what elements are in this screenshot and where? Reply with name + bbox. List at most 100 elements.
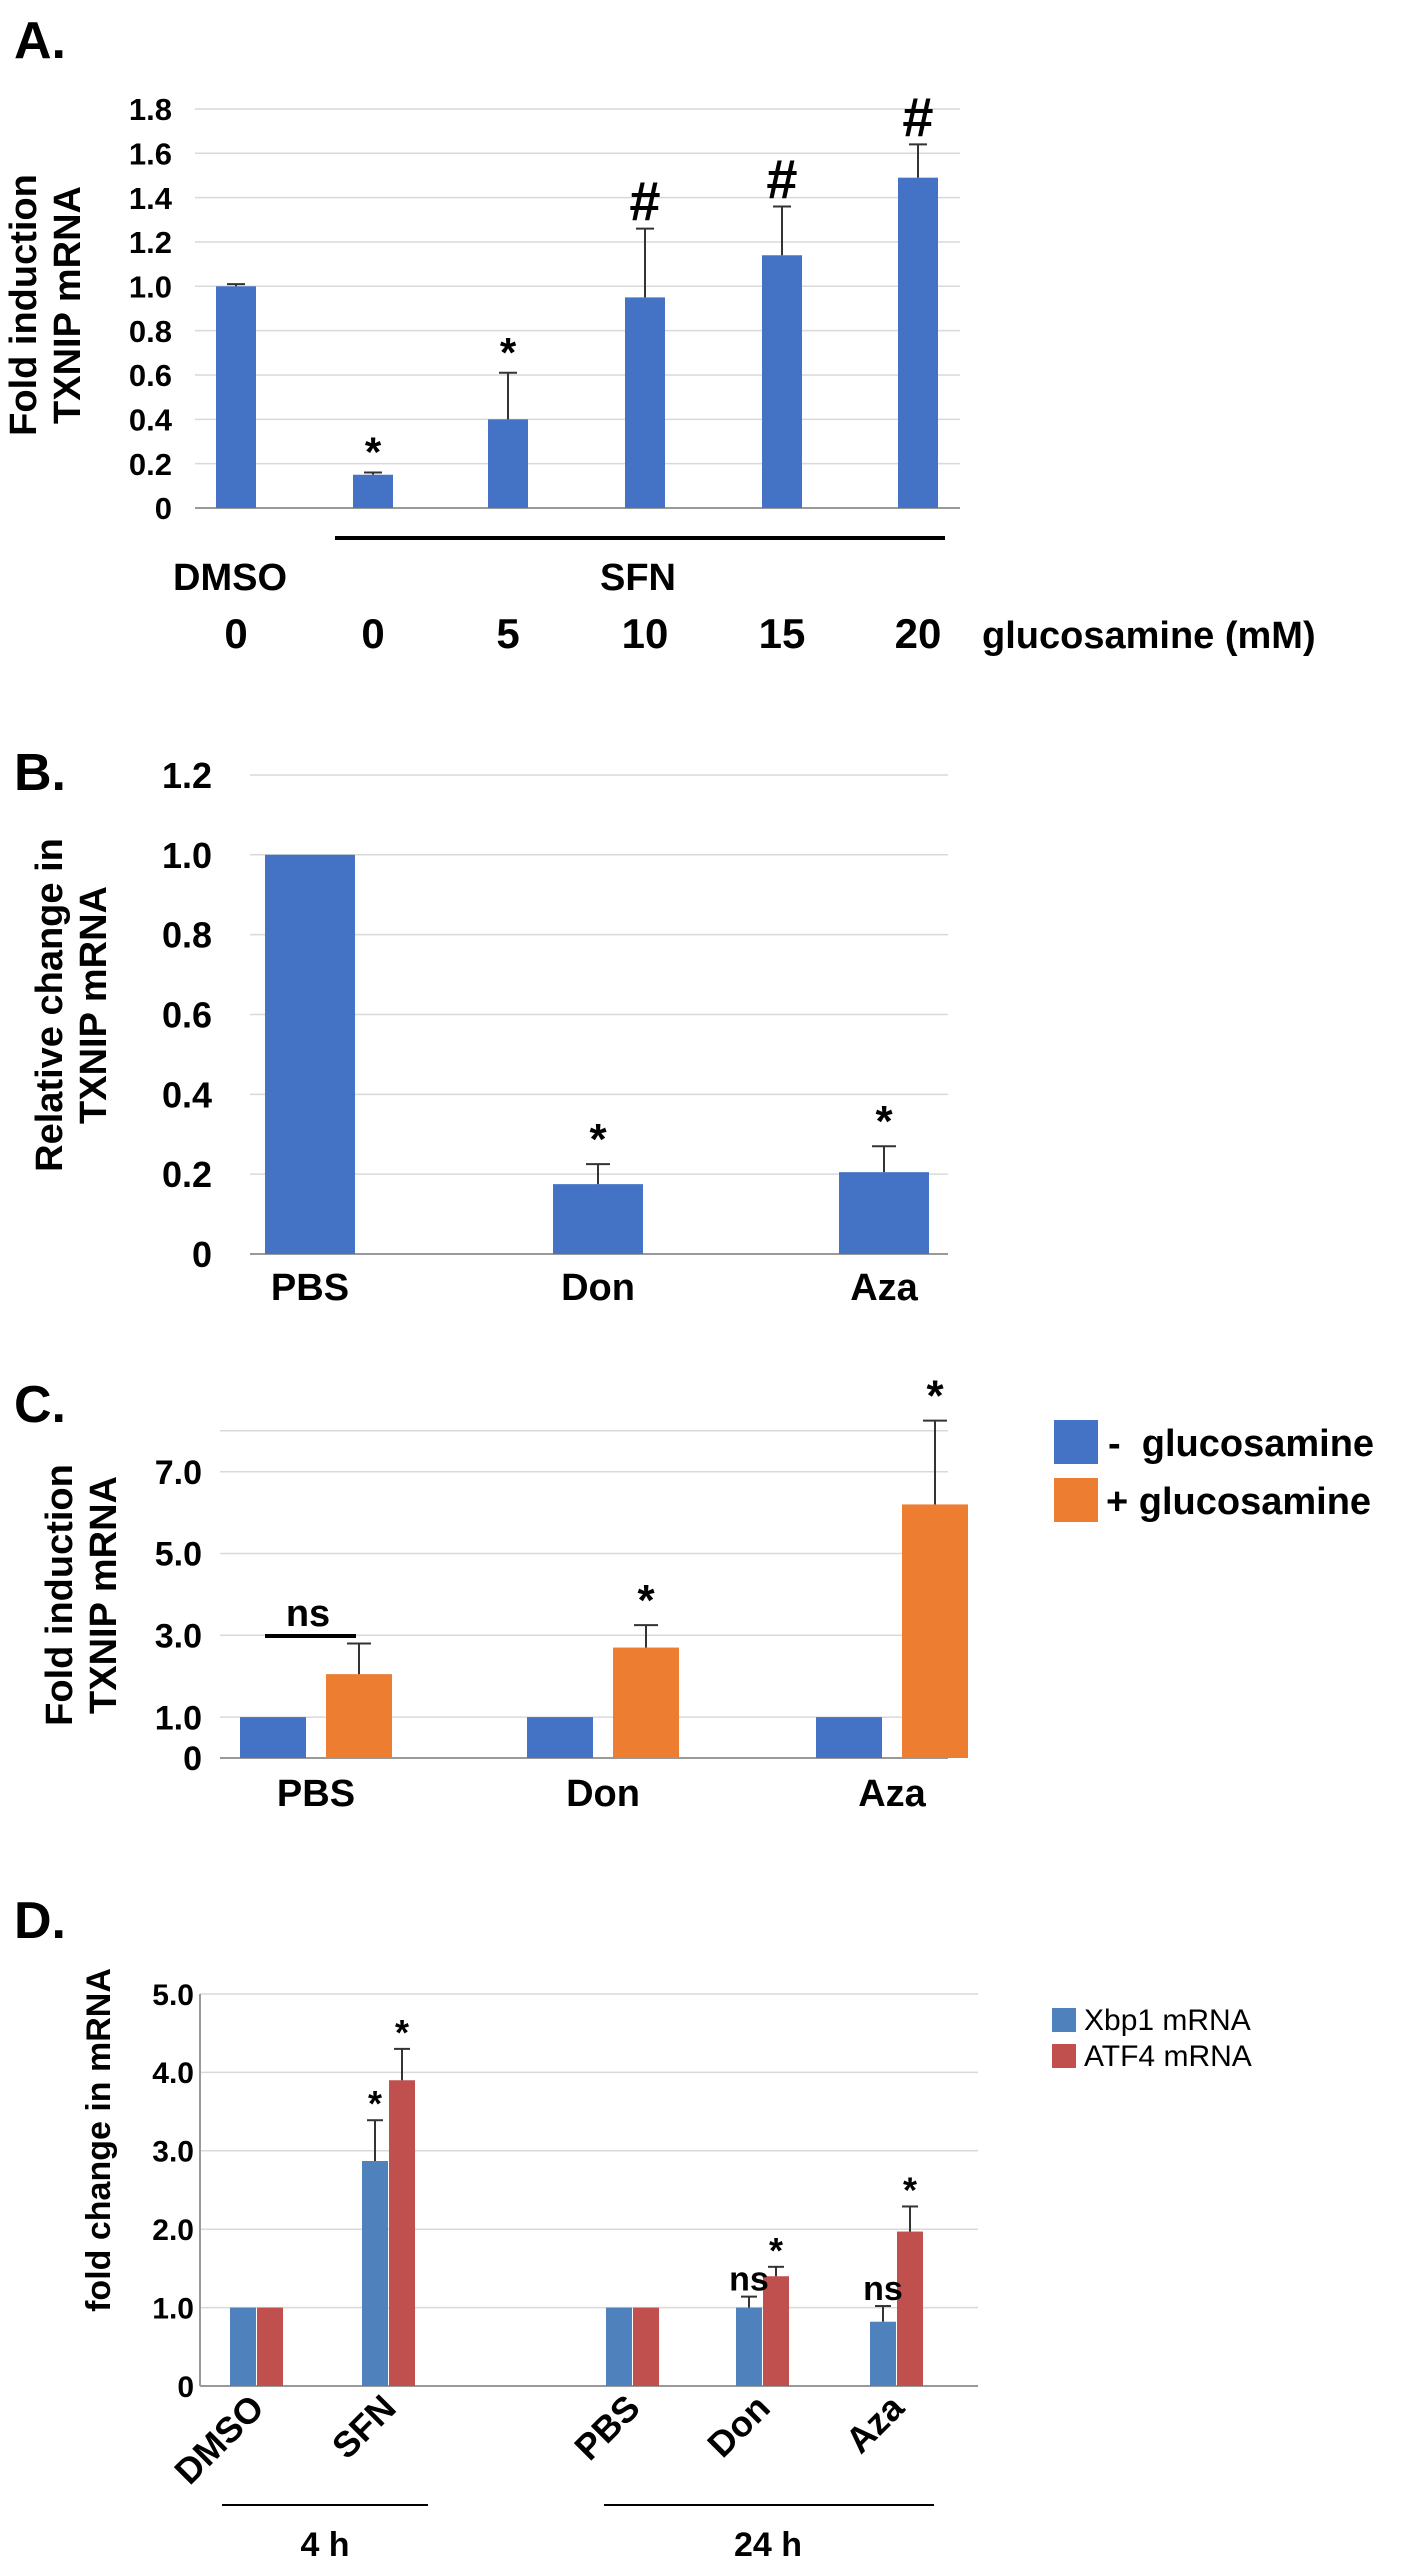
- panel-a-bar: [625, 297, 665, 508]
- panel-a-y-tick-label: 1.8: [129, 92, 172, 127]
- panel-b-y-tick-label: 0.2: [162, 1154, 212, 1195]
- panel-a-category-label: 0: [224, 610, 247, 657]
- panel-d-legend-label-atf4: ATF4 mRNA: [1084, 2040, 1252, 2073]
- panel-d-category-label: SFN: [324, 2387, 404, 2467]
- panel-b-y-ticks: 0 0.2 0.4 0.6 0.8 1.0 1.2: [162, 755, 212, 1275]
- panel-d-bar: [870, 2321, 896, 2386]
- panel-d-legend: Xbp1 mRNA ATF4 mRNA: [1052, 2004, 1252, 2073]
- panel-d-annotation: ns: [729, 2261, 769, 2299]
- panel-a-y-ticks: 0 0.2 0.4 0.6 0.8 1.0 1.2 1.4 1.6 1.8: [129, 92, 173, 526]
- panel-c-x-labels: PBS Don Aza: [277, 1773, 927, 1815]
- panel-a-y-tick-label: 1.4: [129, 181, 173, 216]
- panel-d-y-tick-label: 2.0: [152, 2214, 194, 2247]
- panel-c-y-tick-label: 0: [183, 1740, 202, 1778]
- panel-c-y-tick-label: 7.0: [155, 1454, 202, 1492]
- panel-a-bar: [353, 474, 393, 508]
- panel-a-y-tick-label: 0.4: [129, 402, 173, 437]
- panel-a-annotation: #: [629, 170, 660, 233]
- panel-a-ylabel-line1: Fold induction: [3, 174, 45, 436]
- panel-b-y-tick-label: 0.8: [162, 915, 212, 956]
- panel-d-group-label-24h: 24 h: [734, 2526, 802, 2564]
- panel-c-legend-swatch-minus: [1054, 1420, 1098, 1464]
- panel-a-y-tick-label: 0.6: [129, 358, 172, 393]
- panel-c-error-bars: [347, 1419, 947, 1675]
- panel-c-bar: [613, 1647, 679, 1758]
- panel-b-bar: [265, 854, 355, 1254]
- panel-a-error-bars: [227, 143, 927, 475]
- panel-c-ns-label: ns: [286, 1593, 330, 1635]
- panel-a-gridlines: [195, 108, 960, 509]
- panel-a-x-labels: 0 0 5 10 15 20: [224, 610, 941, 657]
- panel-d-annotation: *: [368, 2083, 382, 2124]
- panel-b-label: B.: [14, 744, 66, 802]
- panel-b-y-tick-label: 0.6: [162, 994, 212, 1035]
- panel-d-error-bars: [367, 2047, 918, 2322]
- panel-c-bar: [527, 1717, 593, 1758]
- panel-a-annotations: * * # # #: [365, 85, 934, 475]
- panel-c-bar: [902, 1504, 968, 1758]
- panel-d-group-label-4h: 4 h: [300, 2526, 349, 2564]
- panel-a-group-sfn: SFN: [600, 557, 676, 599]
- panel-d-annotation: *: [903, 2169, 917, 2210]
- panel-c-legend: - glucosamine + glucosamine: [1054, 1420, 1374, 1523]
- panel-c-category-label: PBS: [277, 1773, 355, 1815]
- panel-b-category-label: Don: [561, 1267, 635, 1309]
- panel-a-bar: [762, 255, 802, 508]
- panel-a-group-dmso: DMSO: [173, 557, 287, 599]
- panel-b-y-tick-label: 1.0: [162, 835, 212, 876]
- panel-b-annotations: * *: [589, 1097, 893, 1164]
- panel-c-annotation: *: [926, 1372, 944, 1421]
- panel-d-annotation: *: [769, 2230, 783, 2271]
- panel-d-bar: [633, 2307, 659, 2386]
- panel-d-bar: [257, 2307, 283, 2386]
- panel-d-y-tick-label: 0: [177, 2371, 194, 2404]
- panel-d-legend-swatch-atf4: [1052, 2044, 1076, 2068]
- panel-d-category-label: Don: [699, 2387, 777, 2465]
- panel-d-annotations: *ns ns***: [368, 2012, 917, 2308]
- panel-d-y-tick-label: 3.0: [152, 2136, 194, 2169]
- panel-b-ylabel-line2: TXNIP mRNA: [73, 886, 115, 1124]
- panel-c-annotations: **: [637, 1372, 944, 1626]
- panel-c-category-label: Aza: [858, 1773, 926, 1815]
- panel-d-y-tick-label: 5.0: [152, 1979, 194, 2012]
- panel-b-bar: [553, 1184, 643, 1254]
- panel-d-legend-swatch-xbp1: [1052, 2008, 1076, 2032]
- panel-a-annotation: *: [365, 429, 382, 476]
- panel-a-y-tick-label: 1.6: [129, 136, 172, 171]
- panel-a-category-label: 5: [496, 610, 519, 657]
- panel-a-annotation: #: [902, 85, 933, 148]
- panel-b-error-bars: [586, 1145, 896, 1185]
- panel-b-ylabel-line1: Relative change in: [29, 838, 71, 1172]
- panel-c-bars: [240, 1504, 968, 1758]
- panel-c-bar: [240, 1717, 306, 1758]
- panel-c-ylabel-line1: Fold induction: [39, 1464, 81, 1726]
- panel-a-glucosamine-label: glucosamine (mM): [982, 615, 1316, 657]
- panel-c-legend-label-minus: - glucosamine: [1108, 1423, 1374, 1465]
- panel-a-category-label: 0: [361, 610, 384, 657]
- panel-c-category-label: Don: [566, 1773, 640, 1815]
- panel-a-label: A.: [14, 12, 66, 70]
- panel-a-bar: [216, 286, 256, 508]
- panel-a-y-tick-label: 0: [155, 491, 172, 526]
- panel-b-gridlines: [250, 774, 948, 1255]
- panel-a-category-label: 20: [895, 610, 942, 657]
- panel-b-bar: [839, 1172, 929, 1254]
- panel-c-y-tick-label: 5.0: [155, 1536, 202, 1574]
- panel-a-y-tick-label: 0.8: [129, 314, 172, 349]
- panel-d-bar: [362, 2160, 388, 2386]
- panel-d-bar: [606, 2307, 632, 2386]
- panel-c-label: C.: [14, 1376, 66, 1434]
- panel-d-annotation: ns: [863, 2270, 903, 2308]
- panel-a-category-label: 15: [759, 610, 806, 657]
- panel-c-y-tick-label: 1.0: [155, 1699, 202, 1737]
- panel-d-bar: [763, 2276, 789, 2386]
- panel-a-bar: [488, 419, 528, 508]
- panel-d-ylabel: fold change in mRNA: [80, 1968, 118, 2312]
- panel-d-bar: [230, 2307, 256, 2386]
- panel-c-annotation: *: [637, 1576, 655, 1625]
- panel-c-y-ticks: 01.0 3.0 5.0 7.0: [155, 1454, 202, 1778]
- panel-a-annotation: *: [500, 329, 517, 376]
- panel-d-label: D.: [14, 1892, 66, 1950]
